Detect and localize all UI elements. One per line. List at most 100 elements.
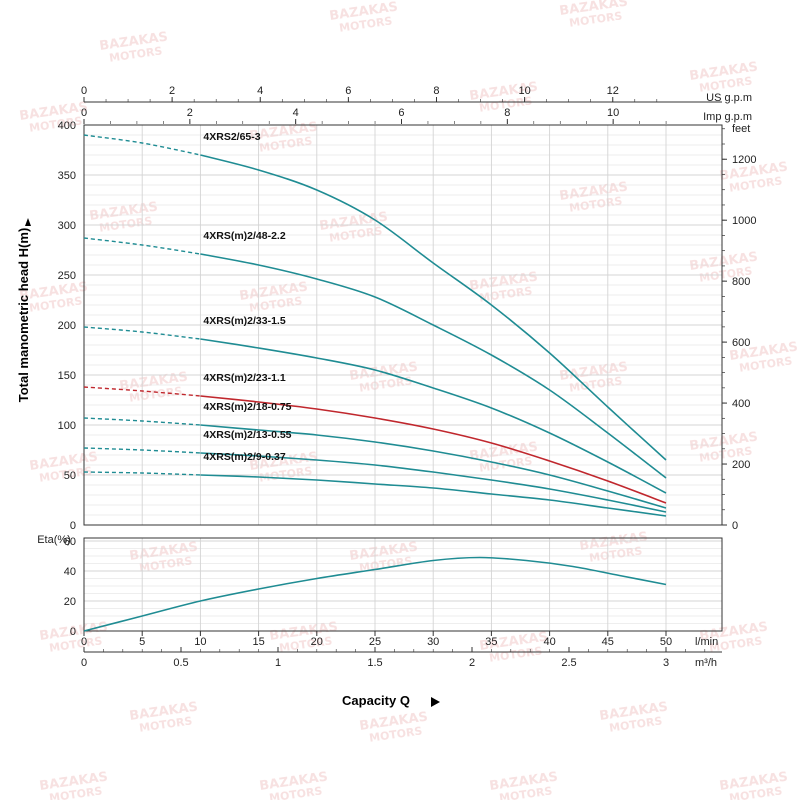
x-axis-arrow	[431, 697, 440, 707]
curve-dashed-0	[83, 134, 201, 156]
curve-label: 4XRS2/65-3	[203, 131, 260, 143]
us-gpm-tick-label: 12	[607, 85, 619, 97]
lmin-tick-label: 0	[81, 636, 87, 648]
curve-dashed-4	[83, 417, 201, 426]
lmin-tick-label: 15	[252, 636, 264, 648]
head-plot-frame	[83, 124, 723, 526]
m3h-tick-label: 2	[469, 657, 475, 669]
y-tick-label: 300	[58, 220, 76, 232]
y-tick-label: 0	[70, 520, 76, 532]
y-tick-label: 400	[58, 120, 76, 132]
lmin-tick-label: 20	[311, 636, 323, 648]
lmin-axis-label: l/min	[695, 636, 718, 648]
us-gpm-tick-label: 6	[345, 85, 351, 97]
eta-tick-label: 20	[64, 596, 76, 608]
eta-axis-title: Eta(%)	[37, 534, 71, 546]
m3h-tick-label: 0.5	[173, 657, 188, 669]
curve-solid-0	[200, 154, 667, 461]
curve-solid-4	[200, 424, 667, 509]
eta-curve	[83, 556, 667, 632]
m3h-tick-label: 0	[81, 657, 87, 669]
y-tick-label: 50	[64, 470, 76, 482]
imp-gpm-tick-label: 0	[81, 107, 87, 119]
feet-tick-label: 1200	[732, 154, 756, 166]
curve-label: 4XRS(m)2/13-0.55	[203, 429, 291, 441]
m3h-tick-label: 2.5	[561, 657, 576, 669]
curve-dashed-1	[83, 237, 201, 255]
curve-dashed-6	[83, 471, 201, 476]
us-gpm-tick-label: 8	[433, 85, 439, 97]
us-gpm-tick-label: 2	[169, 85, 175, 97]
y-tick-label: 250	[58, 270, 76, 282]
lmin-tick-label: 25	[369, 636, 381, 648]
curve-label: 4XRS(m)2/33-1.5	[203, 315, 285, 327]
eta-tick-label: 0	[70, 626, 76, 638]
eta-plot-frame	[83, 537, 723, 632]
frame-layer	[83, 97, 727, 653]
m3h-tick-label: 1.5	[367, 657, 382, 669]
curve-solid-2	[200, 338, 667, 494]
curve-dashed-5	[83, 447, 201, 454]
curve-label: 4XRS(m)2/9-0.37	[203, 451, 285, 463]
y-axis-arrow	[25, 218, 31, 226]
eta-tick-label: 40	[64, 566, 76, 578]
lmin-tick-label: 30	[427, 636, 439, 648]
text-layer: Total manometric head H(m) Eta(%) Capaci…	[16, 85, 756, 708]
curve-dashed-3	[83, 386, 201, 397]
y-tick-label: 100	[58, 420, 76, 432]
y-tick-label: 200	[58, 320, 76, 332]
imp-gpm-tick-label: 8	[504, 107, 510, 119]
feet-tick-label: 800	[732, 276, 750, 288]
curve-solid-6	[200, 474, 667, 517]
feet-tick-label: 200	[732, 459, 750, 471]
us-gpm-axis-label: US g.p.m	[706, 92, 752, 104]
curve-layer	[83, 134, 667, 632]
lmin-tick-label: 40	[543, 636, 555, 648]
us-gpm-tick-label: 10	[518, 85, 530, 97]
us-gpm-tick-label: 0	[81, 85, 87, 97]
curve-solid-1	[200, 253, 667, 479]
lmin-tick-label: 45	[602, 636, 614, 648]
lmin-tick-label: 10	[194, 636, 206, 648]
feet-tick-label: 600	[732, 337, 750, 349]
y-axis-title: Total manometric head H(m)	[16, 228, 31, 403]
curve-solid-3	[200, 395, 667, 504]
x-axis-title: Capacity Q	[342, 693, 410, 708]
m3h-tick-label: 3	[663, 657, 669, 669]
imp-gpm-axis-label: Imp g.p.m	[703, 111, 752, 123]
curve-label: 4XRS(m)2/23-1.1	[203, 372, 285, 384]
imp-gpm-tick-label: 2	[187, 107, 193, 119]
y-tick-label: 150	[58, 370, 76, 382]
curve-label: 4XRS(m)2/18-0.75	[203, 401, 291, 413]
imp-gpm-tick-label: 10	[607, 107, 619, 119]
imp-gpm-tick-label: 6	[398, 107, 404, 119]
us-gpm-tick-label: 4	[257, 85, 263, 97]
imp-gpm-tick-label: 4	[293, 107, 299, 119]
m3h-tick-label: 1	[275, 657, 281, 669]
feet-tick-label: 0	[732, 520, 738, 532]
m3h-axis-label: m³/h	[695, 657, 717, 669]
curve-solid-5	[200, 452, 667, 513]
feet-tick-label: 400	[732, 398, 750, 410]
y-tick-label: 350	[58, 170, 76, 182]
eta-tick-label: 60	[64, 536, 76, 548]
